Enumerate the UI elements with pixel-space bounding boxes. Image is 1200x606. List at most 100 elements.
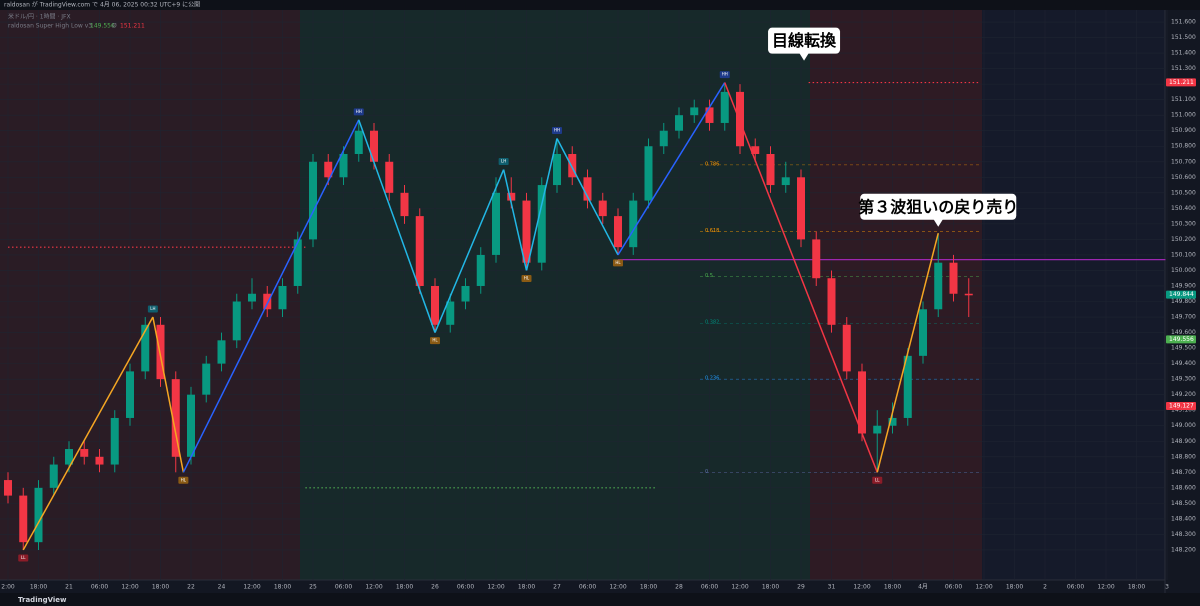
x-tick-label: 06:00 [457,584,474,591]
y-tick-label: 149.700 [1171,314,1196,321]
x-tick-label: 31 [828,584,836,591]
y-tick-label: 149.600 [1171,329,1196,336]
y-tick-label: 150.300 [1171,220,1196,227]
candle-body [751,146,760,155]
y-tick-label: 149.100 [1171,407,1196,414]
x-tick-label: 27 [553,584,561,591]
fib-label: 0.5 [705,273,713,279]
x-tick-label: 12:00 [1097,584,1114,591]
y-tick-label: 148.400 [1171,515,1196,522]
candle-body [309,161,317,240]
x-tick-label: 18:00 [1128,584,1145,591]
x-tick-label: 12:00 [121,584,138,591]
y-tick-label: 148.300 [1171,531,1196,538]
pivot-label: HH [722,72,728,77]
callout-box [860,193,1017,220]
x-tick-label: 4月 [918,584,928,591]
callout-text: 第３波狙いの戻り売り [858,197,1018,216]
x-tick-label: 25 [309,584,317,591]
x-tick-label: 06:00 [701,584,718,591]
zigzag-segment [22,316,154,551]
candle-body [110,417,119,465]
candle-body [888,417,897,426]
candle-body [65,449,73,465]
x-tick-label: 12:00 [365,584,382,591]
y-tick-label: 148.700 [1171,469,1196,476]
zigzag-segment [724,82,878,473]
y-tick-label: 148.200 [1171,546,1196,553]
candle-body [354,130,363,155]
x-tick-label: 12:00 [853,584,870,591]
pivot-badge [178,476,189,484]
x-tick-label: 2:00 [1,584,15,591]
y-tick-label: 151.000 [1171,112,1196,119]
candle-body [324,161,333,178]
y-tick-label: 150.900 [1171,127,1196,134]
candle-body [553,154,561,186]
x-tick-label: 18:00 [274,584,291,591]
candle-body [873,425,882,434]
fib-label: 0 [705,469,708,475]
x-tick-label: 06:00 [1067,584,1084,591]
candle-body [720,91,729,123]
candle-body [141,324,150,372]
y-tick-label: 150.700 [1171,158,1196,165]
y-tick-label: 151.100 [1171,96,1196,103]
candle-body [34,487,43,543]
pivot-badge [353,108,364,116]
candle-body [415,216,424,286]
candle-body [614,216,622,248]
pivot-label: LH [150,306,155,311]
x-tick-label: 06:00 [91,584,108,591]
pivot-badge [430,337,440,345]
pivot-badge [613,259,623,267]
zigzag-segment [152,316,185,473]
pivot-label: HH [554,127,560,132]
bottom-bar [0,593,1200,606]
y-tick-label: 150.000 [1171,267,1196,274]
y-tick-label: 150.600 [1171,174,1196,181]
price-badge [1166,402,1196,411]
y-tick-label: 148.500 [1171,500,1196,507]
fib-label: 0.236 [705,376,719,382]
zigzag-segment [617,82,726,256]
y-tick-label: 151.500 [1171,34,1196,41]
candle-body [492,192,500,255]
pivot-label: HL [432,338,438,343]
candle-body [19,495,28,543]
candle-body [812,239,821,279]
top-bar [0,0,1200,10]
price-badge-label: 151.211 [1169,79,1194,86]
session-bg [300,10,810,580]
candle-body [797,177,805,240]
candle-body [507,192,516,201]
candle-body [461,285,470,302]
candle-body [568,154,577,178]
x-tick-label: 12:00 [731,584,748,591]
pivot-badge [719,71,730,79]
pivot-badge [147,305,158,313]
pivot-badge [521,274,532,282]
x-tick-label: 22 [187,584,195,591]
candle-body [476,254,485,286]
fib-label: 0.382 [705,320,719,326]
candle-body [919,309,927,356]
pivot-label: LL [875,477,880,482]
x-tick-label: 18:00 [762,584,779,591]
x-tick-label: 18:00 [640,584,657,591]
candle-body [263,293,272,310]
y-tick-label: 151.400 [1171,50,1196,57]
indicator-value: 151.211 [120,23,145,30]
indicator-value: 149.556 [90,23,115,30]
candle-body [781,177,790,186]
candle-body [949,262,958,294]
x-tick-label: 18:00 [518,584,535,591]
candle-body [126,371,134,418]
candle-body [736,91,744,147]
pivot-label: HL [615,260,621,265]
candle-body [583,177,592,201]
pivot-badge [872,476,883,484]
x-tick-label: 18:00 [1006,584,1023,591]
